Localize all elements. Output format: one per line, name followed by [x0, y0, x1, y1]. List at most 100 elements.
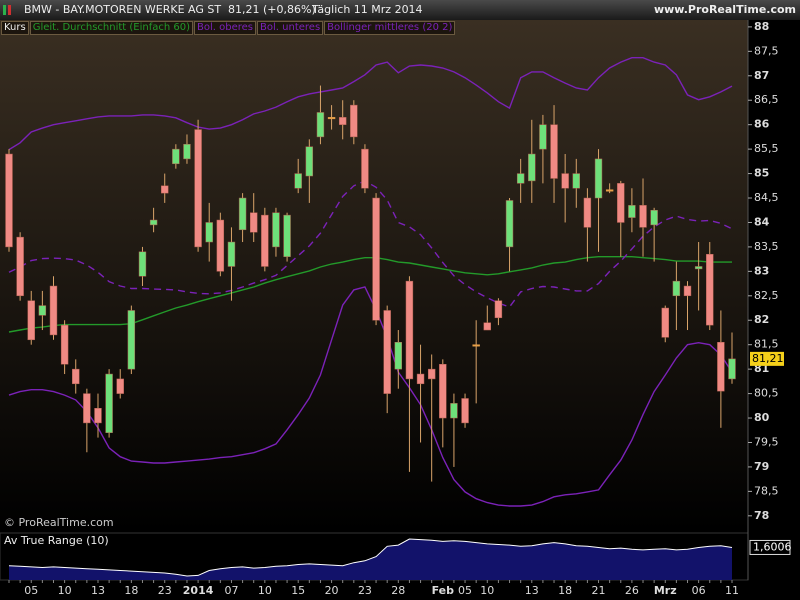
candle-body [305, 146, 314, 177]
candle-body [539, 124, 547, 150]
candle-body [183, 143, 191, 160]
y-tick-label: 78 [754, 509, 769, 522]
candle-body [38, 305, 47, 316]
candle-body [617, 183, 625, 223]
indicator-line [8, 286, 733, 507]
candle-body [706, 253, 714, 326]
y-tick-label: 80 [754, 411, 770, 424]
candle-body [394, 342, 403, 370]
legend-entry: Bol. unteres [257, 21, 324, 35]
atr-value-box [749, 539, 791, 555]
y-tick-label: 86,5 [754, 93, 779, 106]
y-tick-label: 88 [754, 20, 769, 33]
candle-body [83, 393, 91, 424]
y-tick-label: 85 [754, 167, 769, 180]
icon [3, 5, 6, 15]
legend-entry: Bollinger mittleres (20 2) [324, 21, 456, 35]
candle-body [16, 236, 24, 297]
candle-body [161, 185, 169, 194]
x-tick-label: 23 [358, 584, 372, 597]
y-tick-label: 84 [754, 215, 770, 228]
period: Täglich 11 Mrz 2014 [311, 3, 423, 16]
candle-body [639, 205, 647, 228]
candle-body [5, 153, 13, 248]
x-tick-label: 06 [692, 584, 706, 597]
candle-body [672, 280, 681, 297]
x-tick-label: 18 [124, 584, 138, 597]
candle-body [316, 112, 325, 138]
candle-body [60, 324, 69, 365]
atr-title: Av True Range (10) [4, 534, 109, 547]
candle-body [361, 148, 369, 189]
candle-body [650, 209, 658, 226]
x-tick-label: Feb [432, 584, 455, 597]
candle-body [461, 398, 469, 424]
symbol: BMW - BAY.MOTOREN WERKE AG ST [24, 3, 221, 16]
x-tick-label: 10 [58, 584, 72, 597]
legend-entry: Kurs [1, 21, 29, 35]
candle-body [550, 124, 558, 179]
candle-body [105, 373, 113, 433]
header-bar [0, 0, 800, 20]
candle-body [450, 403, 458, 419]
candle-body [516, 173, 525, 184]
x-tick-label: 10 [480, 584, 494, 597]
candle-body [205, 222, 213, 243]
x-tick-label: 2014 [183, 584, 214, 597]
candle-body [350, 104, 358, 138]
candle-body [49, 285, 58, 336]
candle-body [216, 219, 225, 272]
candle-body [227, 241, 236, 267]
y-tick-label: 81,5 [754, 338, 779, 351]
x-tick-label: 20 [325, 584, 339, 597]
x-tick-label: 13 [525, 584, 539, 597]
candle-body [405, 280, 414, 380]
candle-body [594, 158, 603, 199]
candle-body [583, 197, 592, 228]
candle-body [138, 251, 147, 277]
candle-body [505, 200, 514, 248]
x-tick-label: 07 [224, 584, 238, 597]
candle-body [116, 378, 124, 394]
candle-body [572, 173, 580, 189]
x-tick-label: 28 [391, 584, 405, 597]
y-tick-label: 79,5 [754, 435, 779, 448]
atr-value-label: 1,6006 [753, 540, 792, 553]
candle-body [238, 197, 247, 231]
y-tick-label: 82 [754, 313, 769, 326]
candle-body [728, 358, 736, 380]
y-tick-label: 80,5 [754, 387, 779, 400]
candle-body [439, 364, 447, 419]
candle-body [628, 205, 636, 218]
watermark: © ProRealTime.com [4, 516, 114, 529]
candle-body [72, 368, 80, 385]
candle-body [283, 214, 291, 257]
price-label: 81,21 [752, 352, 784, 365]
candle-body [194, 129, 202, 248]
candle-body [338, 117, 347, 125]
candle-body [149, 219, 158, 226]
candle-body [561, 173, 569, 189]
candle-body [483, 322, 491, 331]
candle-body [294, 173, 302, 189]
icon [8, 5, 11, 15]
candle-body [261, 214, 269, 267]
y-tick-label: 83,5 [754, 240, 779, 253]
quote: 81,21 (+0,86%) [228, 3, 316, 16]
y-tick-label: 78,5 [754, 484, 779, 497]
candle-body [683, 285, 692, 297]
x-tick-label: 15 [291, 584, 305, 597]
y-tick-label: 87,5 [754, 44, 779, 57]
candle-body [528, 153, 536, 182]
legend-entry: Bol. oberes [194, 21, 257, 35]
y-tick-label: 87 [754, 69, 769, 82]
candle-body [494, 300, 503, 319]
x-tick-label: 10 [258, 584, 272, 597]
x-tick-label: 23 [158, 584, 172, 597]
candle-body [127, 310, 136, 370]
candle-body [272, 212, 280, 248]
price-box [750, 351, 784, 366]
x-tick-label: 05 [24, 584, 38, 597]
candle-body [661, 307, 669, 338]
